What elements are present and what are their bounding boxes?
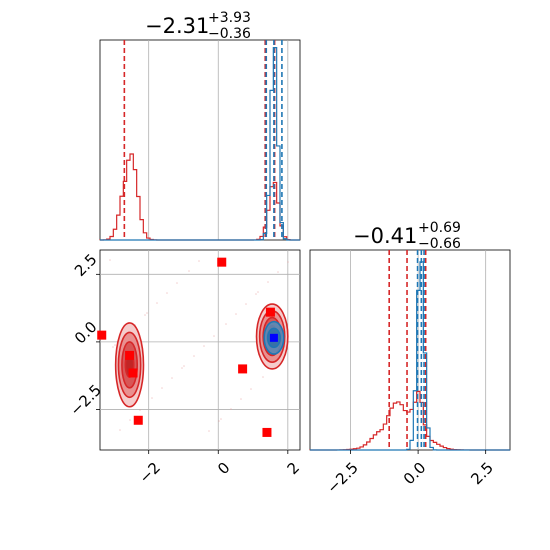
sample-point	[114, 344, 116, 346]
sample-point	[245, 303, 247, 305]
tick-label-x: 0	[214, 459, 233, 478]
sample-point	[267, 281, 269, 283]
sample-point	[213, 335, 215, 337]
red-square-marker	[265, 307, 275, 317]
tick-label-x: 0.0	[400, 459, 430, 489]
sample-point	[119, 429, 121, 431]
sample-point	[144, 314, 146, 316]
sample-point	[161, 387, 163, 389]
sample-point	[287, 261, 289, 263]
tick-label-x: −2	[136, 459, 164, 487]
title-minus-top-left: −0.36	[208, 26, 251, 42]
sample-point	[171, 377, 173, 379]
sample-point	[225, 323, 227, 325]
panel-hist-top-left: −2.31 +3.93 −0.36	[99, 10, 301, 241]
sample-point	[166, 292, 168, 294]
sample-point	[257, 291, 259, 293]
red-square-marker	[128, 368, 138, 378]
sample-point	[203, 345, 205, 347]
histograms-bottom-right	[310, 250, 510, 451]
title-plus-top-left: +3.93	[208, 10, 251, 26]
tick-label-y: 0.0	[71, 318, 101, 348]
grid-top-left	[148, 40, 289, 240]
sample-point	[176, 282, 178, 284]
sample-point	[146, 312, 148, 314]
sample-point	[218, 420, 220, 422]
blue-square-marker	[269, 333, 278, 342]
sample-point	[188, 270, 190, 272]
sample-point	[183, 365, 185, 367]
sample-point	[230, 408, 232, 410]
sample-point	[112, 346, 114, 348]
tick-label-x: 2.5	[467, 459, 497, 489]
sample-point	[129, 419, 131, 421]
tick-label-y: −2.5	[67, 381, 105, 419]
sample-point	[139, 409, 141, 411]
histograms-top-left	[99, 40, 300, 241]
contours-bottom-left	[109, 259, 289, 432]
sample-point	[220, 418, 222, 420]
panel-hist-bottom-right: −2.5 0.0 2.5 −0.41 +0.69 −0.66	[309, 220, 511, 497]
ticks-bottom-right: −2.5 0.0 2.5	[323, 450, 497, 497]
histogram-series	[100, 47, 300, 241]
red-square-marker	[262, 427, 272, 437]
title-value-bottom-right: −0.41	[353, 224, 417, 248]
sample-point	[250, 388, 252, 390]
red-square-marker	[97, 330, 107, 340]
red-square-marker	[133, 415, 143, 425]
sample-point	[156, 302, 158, 304]
sample-point	[208, 430, 210, 432]
sample-point	[181, 367, 183, 369]
sample-point	[198, 260, 200, 262]
sample-point	[235, 313, 237, 315]
sample-point	[255, 293, 257, 295]
markers-bottom-left	[97, 257, 278, 437]
tick-label-x: −2.5	[323, 459, 361, 497]
panel-frame-bottom-right	[309, 249, 511, 451]
red-square-marker	[125, 350, 135, 360]
tick-label-x: 2	[284, 459, 303, 478]
title-plus-bottom-right: +0.69	[418, 220, 461, 236]
sample-point	[277, 271, 279, 273]
sample-point	[240, 398, 242, 400]
title-minus-bottom-right: −0.66	[418, 236, 461, 252]
sample-point	[109, 259, 111, 261]
title-value-top-left: −2.31	[145, 14, 209, 38]
histogram-series	[310, 261, 510, 451]
tick-label-y: 2.5	[71, 250, 101, 280]
sample-point	[151, 397, 153, 399]
red-square-marker	[217, 257, 227, 267]
red-square-marker	[238, 364, 248, 374]
sample-point	[262, 376, 264, 378]
sample-point	[193, 355, 195, 357]
panel-contour-bottom-left: −2 0 2 2.5 0.0 −2.5	[67, 249, 303, 487]
